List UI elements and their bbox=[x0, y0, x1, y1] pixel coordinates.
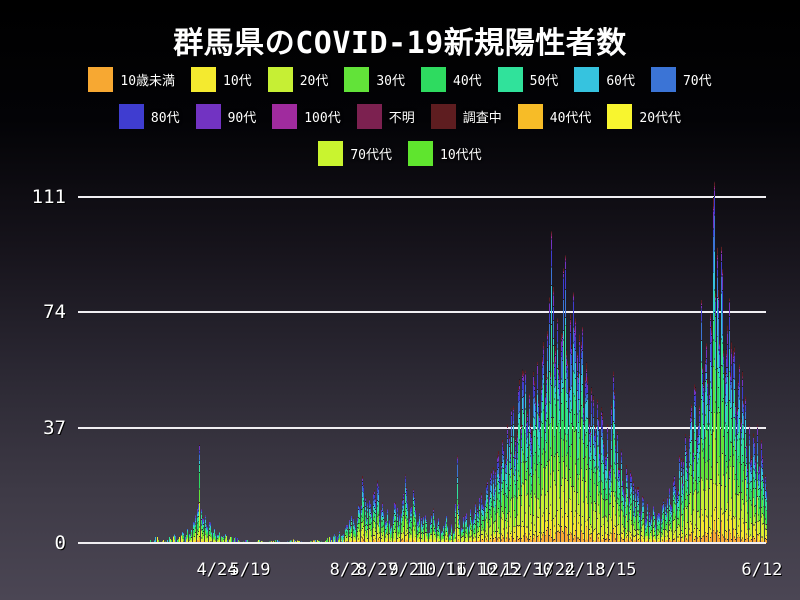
legend-item: 60代 bbox=[574, 67, 635, 92]
legend-swatch-icon bbox=[195, 104, 221, 129]
legend-item-label: 10代 bbox=[223, 74, 252, 89]
x-tick-label: 11/10 bbox=[445, 560, 497, 580]
legend-item-label: 10代代 bbox=[440, 148, 482, 163]
legend-item: 90代 bbox=[195, 104, 257, 129]
legend-swatch-icon bbox=[574, 67, 600, 92]
legend-swatch-icon bbox=[272, 104, 298, 129]
legend-item: 40代代 bbox=[517, 104, 592, 129]
legend-item-label: 不明 bbox=[388, 111, 415, 126]
x-tick-label: 8/27 bbox=[356, 560, 398, 580]
y-tick-label: 37 bbox=[43, 416, 66, 439]
legend-item: 80代 bbox=[118, 104, 180, 129]
x-axis-baseline bbox=[78, 542, 766, 544]
legend-item: 30代 bbox=[344, 67, 405, 92]
legend-item: 70代代 bbox=[318, 141, 392, 166]
legend-swatch-icon bbox=[88, 67, 114, 92]
legend-swatch-icon bbox=[118, 104, 144, 129]
legend-item-label: 90代 bbox=[227, 111, 257, 126]
bars-layer bbox=[150, 181, 767, 543]
legend-swatch-icon bbox=[344, 67, 370, 92]
x-tick-label: 4/24 bbox=[196, 560, 238, 580]
legend-swatch-icon bbox=[497, 67, 523, 92]
x-tick-label: 12/30 bbox=[501, 560, 553, 580]
legend-item: 40代 bbox=[421, 67, 482, 92]
x-tick-label: 2/18 bbox=[564, 560, 606, 580]
legend-swatch-icon bbox=[517, 104, 543, 129]
legend-item-label: 20代代 bbox=[639, 111, 682, 126]
legend-item: 調査中 bbox=[430, 104, 502, 129]
legend: 10歳未満 10代 20代 30代 40代 50代 60代 70代 80代 90代 100代 不明 調査… bbox=[0, 66, 800, 177]
legend-item: 50代 bbox=[497, 67, 559, 92]
legend-item-label: 10歳未満 bbox=[120, 74, 176, 89]
legend-row: 70代代 10代代 bbox=[0, 140, 800, 167]
x-tick-label: 8/2 bbox=[329, 560, 361, 580]
legend-item-label: 60代 bbox=[606, 74, 635, 89]
legend-row: 80代 90代 100代 不明 調査中 40代代 20代代 bbox=[0, 103, 800, 130]
legend-item-label: 30代 bbox=[376, 74, 405, 89]
legend-item: 70代 bbox=[650, 67, 712, 92]
legend-item: 20代 bbox=[267, 67, 329, 92]
legend-item-label: 100代 bbox=[304, 111, 341, 126]
page-title: 群馬県のCOVID-19新規陽性者数 bbox=[173, 26, 627, 61]
legend-swatch-icon bbox=[408, 141, 433, 166]
legend-item: 20代代 bbox=[607, 104, 681, 129]
x-tick-label: 3/15 bbox=[595, 560, 637, 580]
legend-swatch-icon bbox=[430, 104, 456, 129]
legend-swatch-icon bbox=[607, 104, 633, 129]
legend-item-label: 70代代 bbox=[350, 148, 392, 163]
legend-item-label: 80代 bbox=[150, 111, 180, 126]
x-tick-label: 6/12 bbox=[741, 560, 783, 580]
legend-swatch-icon bbox=[267, 67, 293, 92]
legend-item: 10歳未満 bbox=[88, 67, 175, 92]
legend-item: 10代代 bbox=[408, 141, 482, 166]
x-tick-label: 9/21 bbox=[388, 560, 430, 580]
legend-item-label: 70代 bbox=[682, 74, 712, 89]
gridlines bbox=[78, 196, 766, 429]
legend-swatch-icon bbox=[356, 104, 382, 129]
legend-item-label: 40代代 bbox=[549, 111, 592, 126]
y-tick-label: 0 bbox=[54, 532, 66, 554]
legend-item-label: 調査中 bbox=[462, 111, 502, 126]
legend-item: 不明 bbox=[356, 104, 415, 129]
legend-row: 10歳未満 10代 20代 30代 40代 50代 60代 70代 bbox=[0, 66, 800, 93]
x-tick-label: 12/5 bbox=[478, 560, 520, 580]
legend-swatch-icon bbox=[318, 141, 344, 166]
y-tick-label: 111 bbox=[31, 186, 66, 208]
legend-swatch-icon bbox=[191, 67, 217, 92]
legend-item-label: 20代 bbox=[299, 74, 329, 89]
legend-swatch-icon bbox=[421, 67, 446, 92]
x-tick-label: 10/16 bbox=[415, 560, 467, 580]
x-tick-label: 5/19 bbox=[229, 560, 271, 580]
x-tick-label: 1/24 bbox=[534, 560, 576, 580]
legend-item: 10代 bbox=[191, 67, 252, 92]
legend-item: 100代 bbox=[272, 104, 341, 129]
legend-item-label: 40代 bbox=[453, 74, 482, 89]
legend-item-label: 50代 bbox=[529, 74, 559, 89]
y-tick-label: 74 bbox=[43, 301, 66, 324]
legend-swatch-icon bbox=[650, 67, 676, 92]
